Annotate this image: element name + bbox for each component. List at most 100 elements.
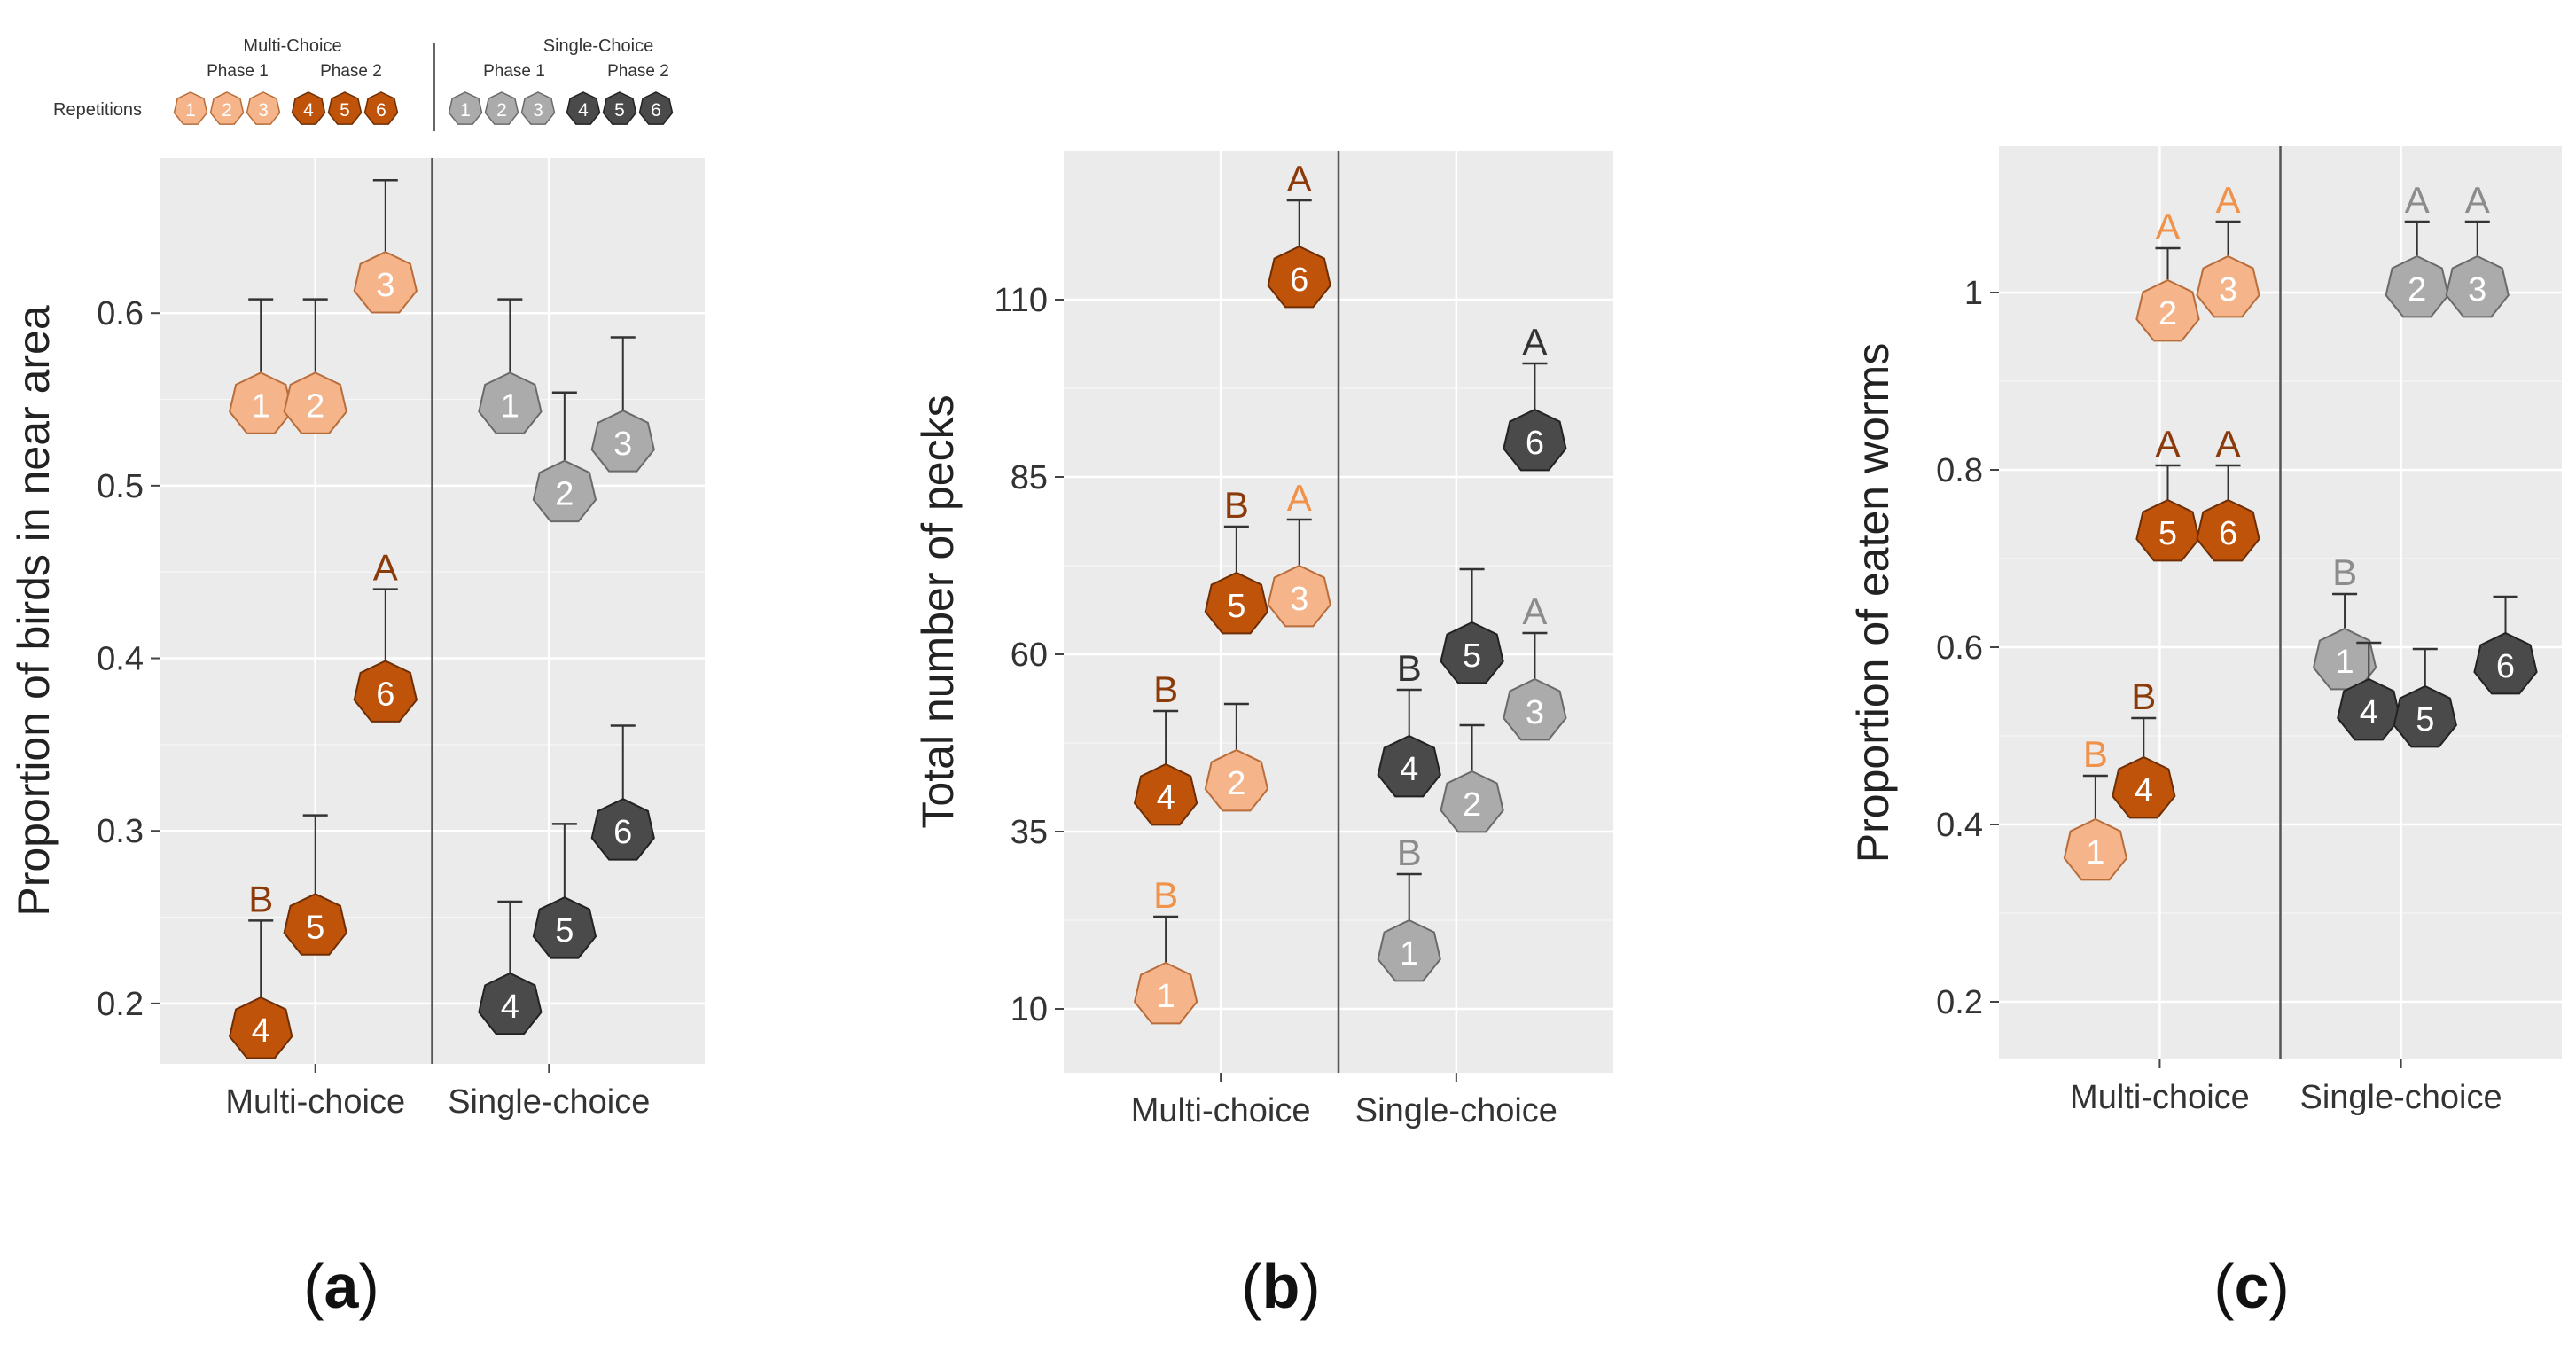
legend-phase-label: Phase 2 [320, 62, 382, 81]
point-marker [229, 371, 293, 434]
legend-swatch-label: 6 [651, 100, 661, 121]
y-tick-label: 0.8 [1936, 452, 1983, 489]
point-marker [2135, 278, 2200, 342]
point-label: 6 [376, 676, 394, 713]
significance-letter: B [1397, 832, 1422, 873]
legend-swatch: 4 [566, 91, 601, 125]
y-tick-label: 0.4 [97, 641, 144, 678]
significance-letter: B [1153, 668, 1178, 710]
significance-letter: A [1287, 477, 1312, 519]
legend-swatch: 6 [363, 91, 399, 125]
point-marker [2337, 677, 2401, 741]
point-label: 1 [501, 387, 519, 425]
data-point: 4B [2112, 676, 2176, 819]
significance-letter: A [1287, 158, 1312, 199]
legend-swatch-label: 3 [533, 100, 543, 121]
data-point: 4 [2337, 641, 2401, 741]
point-label: 2 [1227, 765, 1245, 802]
legend-phase-label: Phase 2 [607, 62, 669, 81]
data-point: 4B [1133, 668, 1198, 826]
point-marker [1267, 564, 1331, 628]
point-label: 6 [1290, 262, 1308, 299]
caption-paren: ( [303, 1252, 324, 1321]
legend-swatch-label: 4 [303, 100, 314, 121]
point-label: 4 [2135, 772, 2153, 809]
point-marker [1133, 961, 1198, 1025]
legend-swatch-shape [209, 91, 245, 125]
point-label: 5 [306, 909, 324, 946]
x-tick-label: Single-choice [2300, 1079, 2502, 1116]
y-tick-label: 1 [1964, 275, 1983, 312]
significance-letter: A [1522, 590, 1547, 632]
data-point: 3 [590, 336, 655, 473]
panel-caption: (a) [303, 1252, 379, 1321]
data-point: 6A [1503, 321, 1567, 472]
point-label: 1 [2336, 644, 2354, 681]
data-point: 1B [1377, 832, 1441, 982]
data-point: 6A [353, 547, 418, 723]
significance-letter: A [1522, 321, 1547, 363]
point-marker [1267, 245, 1331, 309]
significance-letter: B [1397, 647, 1422, 689]
significance-letter: B [2083, 733, 2108, 775]
legend: Repetitions Multi-Choice Phase 1 Phase 2 1 2 3… [53, 36, 674, 131]
caption-letter: b [1262, 1252, 1300, 1321]
point-label: 3 [1526, 694, 1544, 731]
legend-swatch: 4 [291, 91, 326, 125]
data-point: 6 [2473, 595, 2538, 695]
data-point: 5 [532, 823, 597, 959]
legend-swatch-label: 4 [578, 100, 589, 121]
point-label: 2 [2158, 295, 2177, 332]
significance-letter: B [1224, 484, 1249, 526]
point-label: 2 [555, 476, 574, 513]
point-label: 2 [2408, 271, 2426, 309]
legend-swatch: 3 [246, 91, 281, 125]
data-point: 2 [283, 298, 347, 434]
point-marker [2196, 254, 2260, 318]
data-point: 5 [283, 814, 347, 956]
legend-group-title: Multi-Choice [243, 36, 341, 56]
data-point: 4B [1377, 647, 1441, 798]
point-marker [2135, 498, 2200, 562]
point-label: 5 [555, 912, 574, 950]
legend-swatch-label: 3 [258, 100, 269, 121]
legend-swatch-shape [566, 91, 601, 125]
data-point: 1B [1133, 874, 1198, 1025]
y-tick-label: 35 [1011, 814, 1048, 851]
legend-row-label: Repetitions [53, 100, 142, 120]
y-tick-label: 10 [1011, 991, 1048, 1028]
y-tick-label: 0.2 [1936, 984, 1983, 1021]
point-marker [590, 798, 655, 861]
x-tick-label: Multi-choice [1131, 1092, 1311, 1129]
y-tick-label: 0.3 [97, 813, 144, 850]
legend-swatch: 5 [602, 91, 637, 125]
point-marker [2393, 684, 2457, 748]
panel-caption: (c) [2213, 1252, 2290, 1321]
significance-letter: A [2405, 179, 2430, 221]
legend-swatch-shape [363, 91, 399, 125]
legend-swatch-shape [327, 91, 363, 125]
point-marker [353, 660, 418, 723]
point-label: 3 [613, 426, 632, 463]
significance-letter: A [2155, 423, 2180, 465]
point-label: 1 [1157, 978, 1175, 1015]
point-label: 4 [1400, 751, 1418, 788]
y-tick-label: 60 [1011, 637, 1048, 674]
point-label: 5 [1227, 588, 1245, 625]
point-label: 6 [613, 814, 632, 851]
data-point: 5 [1440, 567, 1504, 684]
significance-letter: B [2131, 676, 2156, 717]
point-marker [2112, 755, 2176, 819]
data-point: 5 [2393, 647, 2457, 748]
data-point: 6A [1267, 158, 1331, 309]
data-point: 5B [1204, 484, 1269, 635]
legend-swatch-label: 5 [614, 100, 625, 121]
data-point: 6A [2196, 423, 2260, 562]
legend-swatch: 2 [484, 91, 519, 125]
y-tick-label: 0.6 [97, 295, 144, 332]
y-tick-label: 110 [994, 282, 1048, 319]
data-point: 3A [2445, 179, 2510, 318]
chart-panel-a: 0.2 0.3 0.4 0.5 0.6 Multi-choice Single-choice… [9, 158, 705, 1321]
caption-paren: ) [2268, 1252, 2289, 1321]
